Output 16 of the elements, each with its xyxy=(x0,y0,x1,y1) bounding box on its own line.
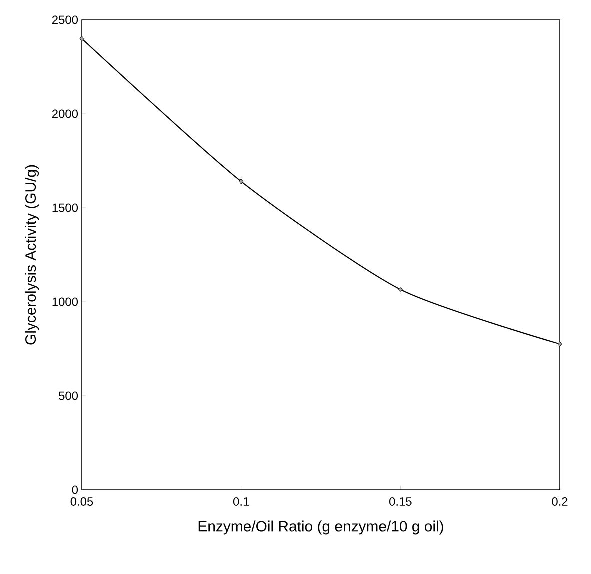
y-tick-label: 2000 xyxy=(52,110,78,118)
x-tick-label: 0.05 xyxy=(70,498,94,506)
x-tick-label: 0.1 xyxy=(234,498,250,506)
y-tick-label: 1500 xyxy=(52,204,78,212)
point xyxy=(398,286,403,293)
x-tick-label: 0.2 xyxy=(552,498,568,506)
point xyxy=(239,178,244,185)
x-axis-title: Enzyme/Oil Ratio (g enzyme/10 g oil) xyxy=(198,520,444,535)
y-tick-label: 500 xyxy=(59,392,78,400)
y-tick-label: 2500 xyxy=(52,16,78,24)
y-tick-label: 0 xyxy=(72,486,78,494)
x-tick-label: 0.15 xyxy=(390,498,412,506)
y-tick-label: 1000 xyxy=(52,298,78,306)
point xyxy=(558,341,562,348)
y-axis-title: Glycerolysis Activity (GU/g) xyxy=(25,165,40,345)
point xyxy=(80,36,84,42)
